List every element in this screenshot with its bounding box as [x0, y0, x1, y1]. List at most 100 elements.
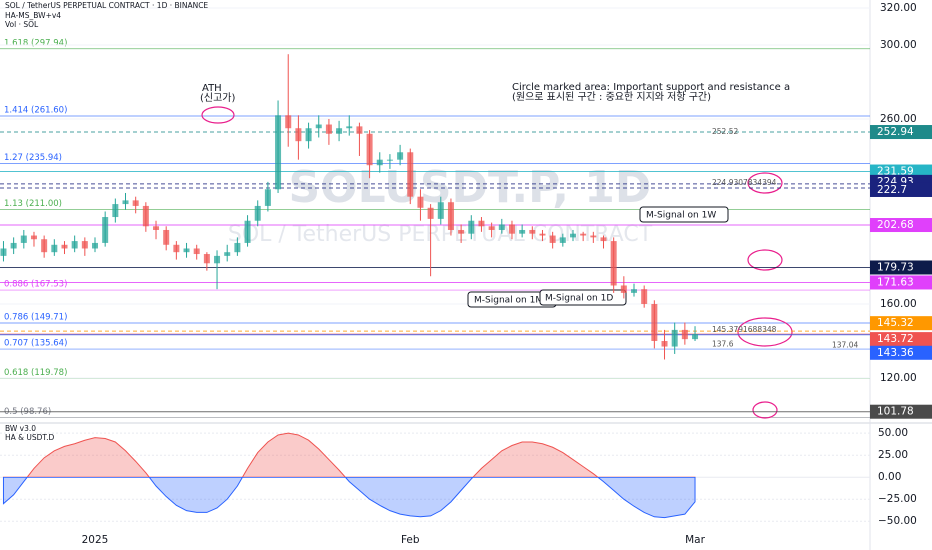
candle: [234, 237, 241, 256]
candle: [427, 204, 434, 277]
y-tick-label: −25.00: [878, 493, 917, 505]
candle: [153, 220, 160, 240]
candle: [163, 226, 170, 251]
candle: [61, 241, 68, 255]
price-label: 101.78: [877, 406, 914, 418]
candle: [549, 231, 556, 249]
candle-body: [193, 248, 200, 255]
price-box: [870, 345, 932, 360]
candle-body: [539, 233, 546, 236]
candle-body: [447, 202, 454, 230]
note: (원으로 표시된 구간 : 중요한 지지와 저항 구간): [512, 91, 711, 103]
candle-body: [488, 226, 495, 230]
candle-body: [478, 220, 485, 227]
candle: [692, 326, 699, 341]
candle: [20, 229, 27, 249]
candle: [356, 122, 363, 156]
fib-label: 0.786 (149.71): [4, 313, 67, 323]
candle-body: [203, 254, 210, 264]
price-box: [870, 316, 932, 331]
candle-body: [41, 239, 48, 253]
y-tick-label: 50.00: [878, 427, 908, 439]
price-label: 179.73: [877, 261, 914, 273]
candle-body: [153, 226, 160, 230]
candle-body: [386, 159, 393, 161]
candle: [529, 226, 536, 240]
x-tick-label: 2025: [82, 534, 109, 546]
candle-body: [610, 241, 617, 286]
candle-body: [224, 252, 231, 256]
price-box: [870, 275, 932, 290]
candle-body: [112, 204, 119, 218]
level-value-label: 224.9307834394: [712, 178, 777, 187]
candle-body: [681, 329, 688, 340]
candle: [0, 241, 7, 262]
candle: [346, 115, 353, 136]
price-label: 202.68: [877, 219, 914, 231]
ath-label: ATH: [202, 83, 222, 94]
candle-body: [549, 235, 556, 243]
candle: [407, 148, 414, 205]
candle-body: [468, 220, 475, 234]
candle-body: [397, 152, 404, 160]
candle: [30, 231, 37, 247]
candle: [478, 217, 485, 232]
signal-box: M-Signal on 1W: [639, 206, 729, 223]
candle-body: [244, 220, 251, 243]
x-tick-label: Feb: [401, 534, 420, 546]
signal-box: M-Signal on 1D: [539, 289, 627, 306]
candle-body: [81, 241, 88, 249]
y-tick-label: 160.00: [880, 298, 917, 310]
candle: [254, 200, 261, 227]
candle-body: [366, 133, 373, 166]
candle-body: [376, 159, 383, 166]
price-label: 143.72: [877, 333, 914, 345]
candle-body: [315, 124, 322, 129]
price-box: [870, 182, 932, 197]
oscillator-area-negative: [2, 477, 696, 519]
y-tick-label: 120.00: [880, 372, 917, 384]
candle: [193, 244, 200, 260]
candle: [366, 130, 373, 179]
oscillator-area-positive: [2, 432, 696, 477]
candle: [295, 115, 302, 160]
candle: [681, 322, 688, 345]
level-value-label: 252.52: [712, 127, 738, 136]
volume-header: Vol · SOL: [5, 20, 39, 29]
candle: [631, 283, 638, 297]
price-box: [870, 404, 932, 419]
y-tick-label: 260.00: [880, 113, 917, 125]
fib-label: 1.13 (211.00): [4, 199, 62, 209]
candle-body: [10, 242, 17, 249]
fib-label: 0.618 (119.78): [4, 368, 67, 378]
candle: [559, 233, 566, 247]
candle: [142, 202, 149, 232]
candle-body: [234, 242, 241, 253]
candle-body: [498, 224, 505, 230]
level-value-label: 145.3791688348: [712, 325, 777, 334]
candle-body: [305, 128, 312, 142]
oscillator-header: BW v3.0: [5, 424, 36, 433]
price-label: 143.36: [877, 347, 914, 359]
candle: [244, 215, 251, 247]
indicator-header: HA-MS_BW+v4: [5, 11, 61, 20]
y-tick-label: −50.00: [878, 515, 917, 527]
candle-body: [92, 242, 98, 249]
candle-body: [122, 200, 129, 205]
candle: [498, 218, 505, 234]
candle: [71, 235, 78, 253]
candle: [468, 215, 475, 240]
candle: [315, 115, 322, 138]
price-box: [870, 125, 932, 140]
candle-body: [142, 205, 149, 227]
candle: [203, 252, 210, 271]
y-tick-label: 300.00: [880, 39, 917, 51]
candle: [651, 300, 658, 349]
circle-mark: [737, 317, 793, 347]
candle-body: [61, 244, 68, 249]
level-value-label: 137.04: [832, 340, 858, 349]
circle-mark: [747, 172, 783, 194]
candle: [81, 237, 88, 256]
candle-body: [590, 235, 597, 238]
candle-body: [508, 224, 515, 234]
